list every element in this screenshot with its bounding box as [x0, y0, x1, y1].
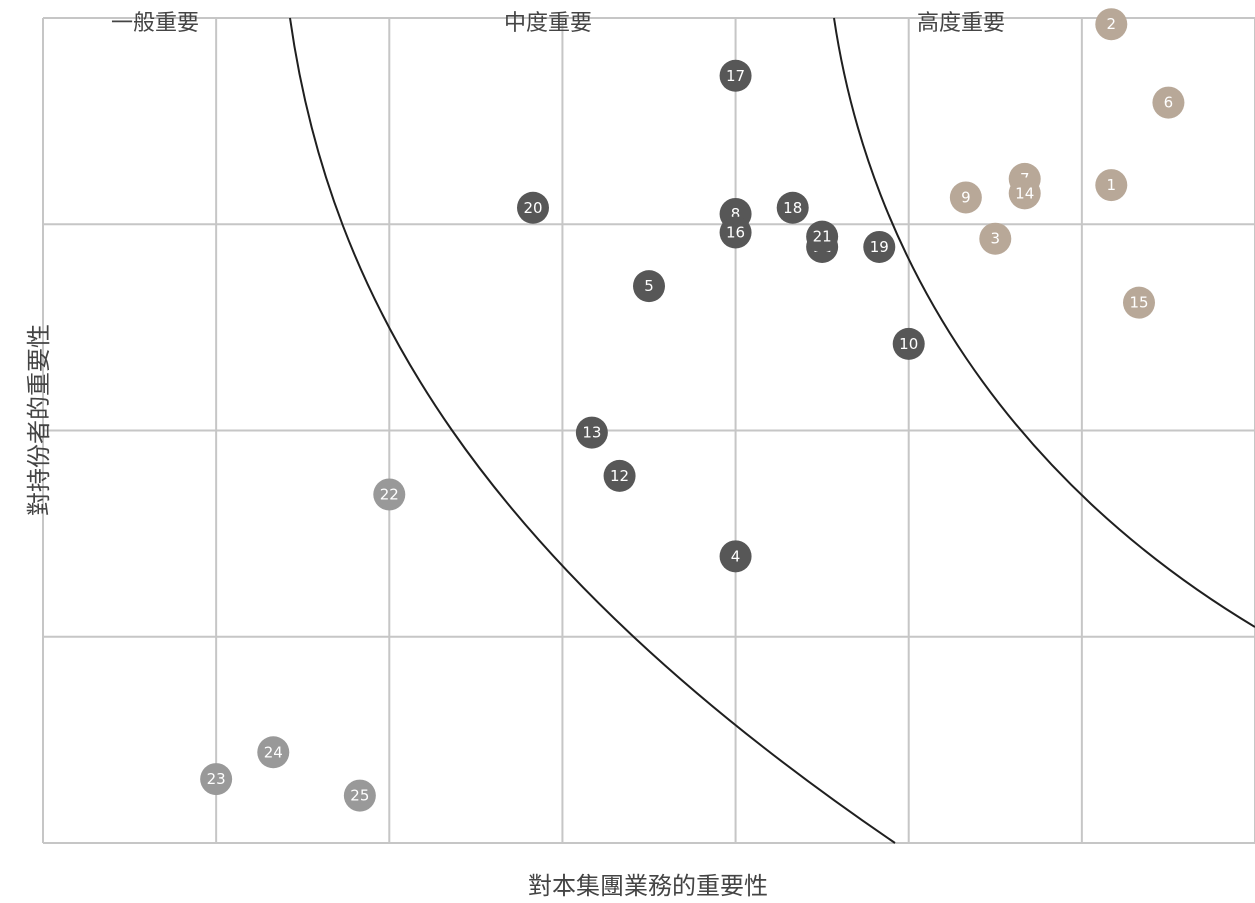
- y-axis-title: 對持份者的重要性: [25, 324, 53, 516]
- data-point-label: 22: [380, 485, 399, 503]
- data-point-marker: [979, 222, 1012, 255]
- data-point-4: 4: [719, 540, 752, 573]
- data-point-label: 24: [264, 743, 283, 761]
- data-point-label: 4: [731, 547, 741, 565]
- data-point-label: 13: [582, 424, 601, 442]
- data-point-1: 1: [1095, 169, 1128, 202]
- data-point-13: 13: [575, 416, 608, 449]
- data-point-marker: [1008, 177, 1041, 210]
- data-point-label: 12: [610, 467, 629, 485]
- data-point-marker: [719, 216, 752, 249]
- data-points: 1234567891011121314151617181920212223242…: [200, 8, 1185, 812]
- data-point-label: 1: [1107, 176, 1117, 194]
- data-point-label: 20: [523, 199, 542, 217]
- data-point-label: 18: [783, 199, 802, 217]
- data-point-label: 8: [731, 205, 741, 223]
- data-point-22: 22: [373, 478, 406, 511]
- data-point-17: 17: [719, 59, 752, 92]
- data-point-16: 16: [719, 216, 752, 249]
- data-point-label: 15: [1129, 294, 1148, 312]
- data-point-marker: [373, 478, 406, 511]
- data-point-25: 25: [343, 779, 376, 812]
- data-point-marker: [1122, 286, 1155, 319]
- data-point-label: 21: [813, 228, 832, 246]
- data-point-marker: [776, 191, 809, 224]
- data-point-marker: [719, 540, 752, 573]
- zone-label-general: 一般重要: [111, 11, 199, 36]
- data-point-label: 16: [726, 224, 745, 242]
- data-point-label: 19: [870, 238, 889, 256]
- data-point-3: 3: [979, 222, 1012, 255]
- grid: [42, 17, 1255, 844]
- data-point-marker: [343, 779, 376, 812]
- boundary-curve-moderate-high: [833, 17, 1255, 628]
- data-point-marker: [633, 270, 665, 303]
- data-point-label: 25: [350, 787, 369, 805]
- data-point-marker: [257, 736, 290, 769]
- zone-label-moderate: 中度重要: [504, 11, 592, 36]
- data-point-label: 5: [644, 277, 654, 295]
- data-point-23: 23: [200, 763, 233, 796]
- data-point-6: 6: [1152, 86, 1185, 119]
- data-point-label: 6: [1164, 94, 1174, 112]
- zone-label-high: 高度重要: [917, 11, 1005, 36]
- data-point-marker: [603, 459, 636, 492]
- data-point-10: 10: [892, 327, 925, 360]
- data-point-18: 18: [776, 191, 809, 224]
- data-point-label: 14: [1015, 184, 1034, 202]
- data-point-marker: [1095, 169, 1128, 202]
- data-point-label: 2: [1107, 15, 1117, 33]
- data-point-9: 9: [949, 181, 982, 214]
- zone-labels: 一般重要 中度重要 高度重要: [111, 11, 1005, 36]
- data-point-marker: [949, 181, 982, 214]
- data-point-marker: [575, 416, 608, 449]
- data-point-label: 9: [961, 188, 971, 206]
- boundary-curve-general-moderate: [289, 17, 896, 844]
- data-point-19: 19: [863, 230, 896, 263]
- data-point-21: 21: [806, 220, 839, 253]
- zone-boundaries: [289, 17, 1255, 844]
- data-point-marker: [719, 59, 752, 92]
- data-point-label: 10: [899, 335, 918, 353]
- data-point-marker: [863, 230, 896, 263]
- data-point-label: 23: [207, 770, 226, 788]
- data-point-marker: [1152, 86, 1185, 119]
- data-point-12: 12: [603, 459, 636, 492]
- data-point-marker: [516, 191, 549, 224]
- data-point-label: 3: [991, 230, 1001, 248]
- x-axis-title: 對本集團業務的重要性: [528, 872, 768, 900]
- data-point-marker: [1095, 8, 1128, 41]
- data-point-14: 14: [1008, 177, 1041, 210]
- data-point-20: 20: [516, 191, 549, 224]
- data-point-24: 24: [257, 736, 290, 769]
- data-point-15: 15: [1122, 286, 1155, 319]
- data-point-5: 5: [633, 270, 665, 303]
- data-point-marker: [200, 763, 233, 796]
- data-point-label: 17: [726, 67, 745, 85]
- data-point-marker: [806, 220, 839, 253]
- data-point-2: 2: [1095, 8, 1128, 41]
- data-point-marker: [892, 327, 925, 360]
